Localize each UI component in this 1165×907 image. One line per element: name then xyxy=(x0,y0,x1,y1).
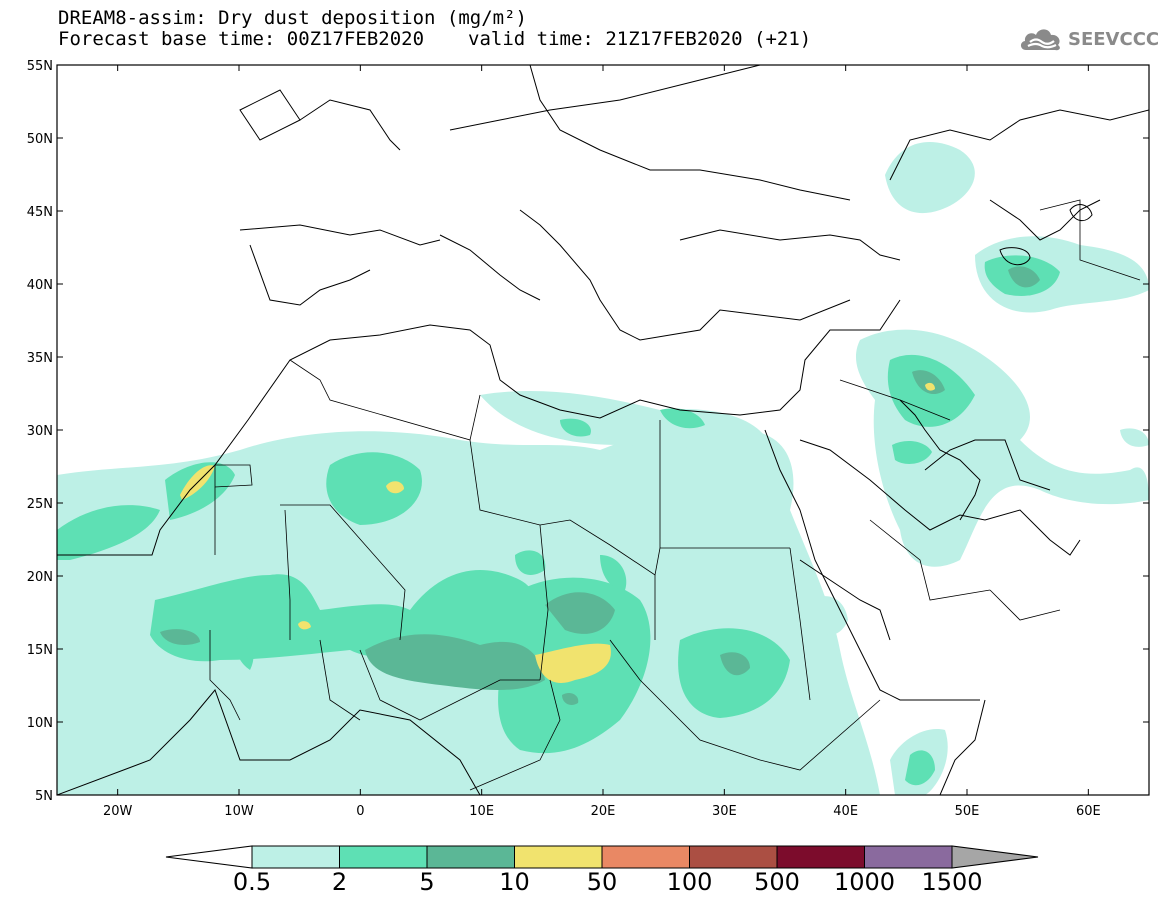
dust-field xyxy=(57,142,1149,795)
lat-tick-label: 30N xyxy=(27,424,53,439)
colorbar-segment xyxy=(689,845,778,869)
lat-tick-label: 55N xyxy=(27,59,53,74)
lat-tick-label: 20N xyxy=(27,570,53,585)
valid-time-label: valid time: 21Z17FEB2020 (+21) xyxy=(468,28,812,50)
lon-tick-label: 10E xyxy=(469,804,494,819)
colorbar-label: 1500 xyxy=(921,868,983,896)
colorbar-label: 100 xyxy=(666,868,713,896)
dust-level-3 xyxy=(160,266,1040,706)
colorbar-label: 50 xyxy=(586,868,618,896)
lat-tick-label: 25N xyxy=(27,497,53,512)
lat-tick-label: 15N xyxy=(27,643,53,658)
lat-tick-label: 40N xyxy=(27,278,53,293)
colorbar-label: 1000 xyxy=(833,868,896,896)
colorbar-segment xyxy=(514,845,603,869)
lon-tick-label: 60E xyxy=(1076,804,1101,819)
lon-tick-label: 50E xyxy=(955,804,980,819)
lon-tick-label: 40E xyxy=(833,804,858,819)
chart-subtitle: Forecast base time: 00Z17FEB2020 valid ti… xyxy=(58,29,811,49)
colorbar-segment xyxy=(251,845,340,869)
lon-tick-label: 30E xyxy=(712,804,737,819)
lat-tick-label: 45N xyxy=(27,205,53,220)
colorbar-over-arrow xyxy=(951,845,1039,869)
lat-tick-label: 50N xyxy=(27,132,53,147)
longitude-axis: 20W 10W 0 10E 20E 30E 40E 50E 60E xyxy=(103,65,1101,819)
colorbar-segment xyxy=(426,845,515,869)
political-borders xyxy=(209,199,1141,791)
colorbar-label: 500 xyxy=(754,868,800,896)
colorbar-segment xyxy=(601,845,690,869)
chart-title: DREAM8-assim: Dry dust deposition (mg/m²… xyxy=(58,7,527,29)
colorbar-label: 2 xyxy=(331,868,348,896)
colorbar-segment xyxy=(864,845,953,869)
logo-text: SEEVCCC xyxy=(1068,28,1160,50)
seevccc-logo: SEEVCCC xyxy=(1018,24,1159,54)
lat-tick-label: 35N xyxy=(27,351,53,366)
lat-tick-label: 5N xyxy=(35,789,53,804)
latitude-axis: 55N 50N 45N 40N 35N 30N 25N 20N 15N 10N 5N xyxy=(27,59,1149,804)
lon-tick-label: 10W xyxy=(224,804,254,819)
colorbar-label: 0.5 xyxy=(232,868,272,896)
base-time-label: Forecast base time: 00Z17FEB2020 xyxy=(58,28,425,50)
colorbar-segment xyxy=(776,845,865,869)
colorbar-label: 5 xyxy=(419,868,435,896)
colorbar xyxy=(165,845,1039,869)
colorbar-label: 10 xyxy=(499,868,530,896)
cloud-icon xyxy=(1020,29,1060,51)
colorbar-segment xyxy=(339,845,428,869)
lon-tick-label: 20E xyxy=(591,804,616,819)
lon-tick-label: 20W xyxy=(103,804,133,819)
lon-tick-label: 0 xyxy=(356,804,364,819)
lat-tick-label: 10N xyxy=(27,716,53,731)
colorbar-under-arrow xyxy=(165,845,253,869)
coastlines xyxy=(57,65,1149,795)
